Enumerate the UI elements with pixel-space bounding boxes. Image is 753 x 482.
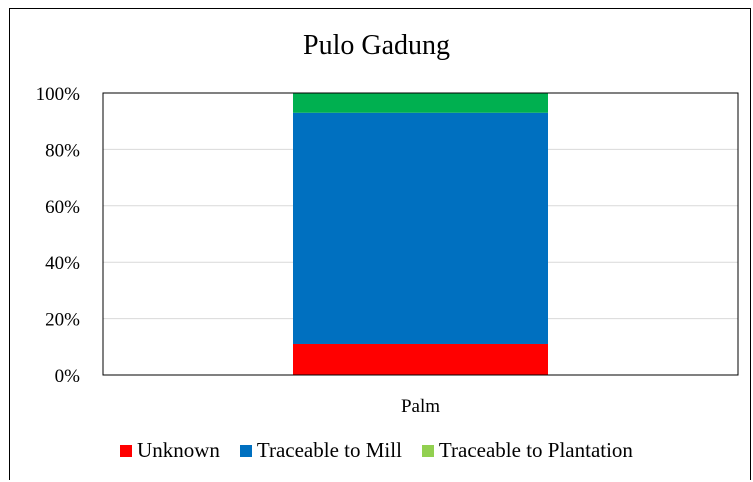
x-tick-label: Palm (401, 396, 440, 417)
legend-item-plantation: Traceable to Plantation (421, 438, 633, 463)
chart-legend: Unknown Traceable to Mill Traceable to P… (0, 438, 753, 463)
legend-label-plantation: Traceable to Plantation (438, 438, 633, 462)
bar-segment-2 (293, 93, 548, 113)
legend-label-mill: Traceable to Mill (256, 438, 402, 462)
bar-segment-0 (293, 343, 548, 375)
legend-swatch-plantation (421, 444, 434, 457)
legend-item-unknown: Unknown (120, 438, 220, 463)
legend-item-mill: Traceable to Mill (239, 438, 402, 463)
plot-area-border (102, 92, 739, 376)
legend-swatch-mill (239, 444, 252, 457)
y-tick-label: 40% (45, 253, 80, 274)
y-tick-label: 20% (45, 310, 80, 331)
y-tick-label: 60% (45, 197, 80, 218)
y-tick-label: 100% (36, 84, 81, 105)
legend-swatch-unknown (120, 444, 133, 457)
legend-label-unknown: Unknown (137, 438, 220, 462)
bar-segment-1 (293, 112, 548, 344)
y-tick-label: 80% (45, 140, 80, 161)
y-tick-label: 0% (55, 366, 81, 387)
chart-title: Pulo Gadung (303, 30, 450, 61)
